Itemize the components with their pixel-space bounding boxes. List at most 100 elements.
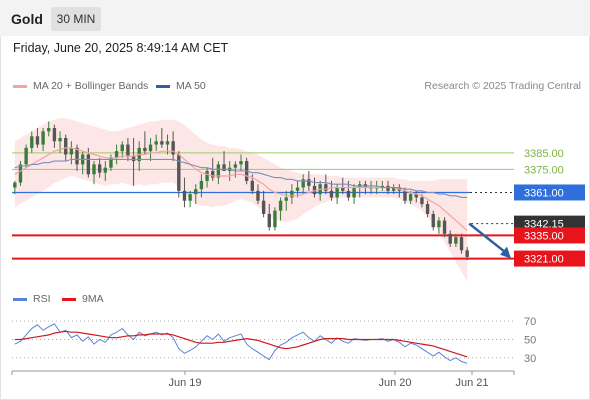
candle-body xyxy=(177,154,181,191)
candle-body xyxy=(216,164,221,178)
candle xyxy=(256,184,260,205)
projection-arrow-head xyxy=(500,246,511,259)
candle xyxy=(454,233,458,247)
candle-body xyxy=(194,189,198,195)
ma20-legend-label: MA 20 + Bollinger Bands xyxy=(33,80,149,92)
candle-body xyxy=(380,185,385,188)
candle xyxy=(290,184,294,205)
ma20-swatch xyxy=(13,84,27,88)
candle-body xyxy=(41,131,45,145)
candle xyxy=(273,207,277,231)
candle xyxy=(154,134,158,152)
candle-body xyxy=(239,161,243,165)
candle-body xyxy=(437,220,441,228)
candle-body xyxy=(30,136,34,148)
candle-body xyxy=(97,164,102,173)
candle-body xyxy=(47,128,51,132)
candle-body xyxy=(295,187,300,191)
candle-body xyxy=(86,154,91,175)
candle xyxy=(459,233,464,254)
candle xyxy=(261,190,266,218)
candle xyxy=(171,131,175,162)
candle-body xyxy=(403,190,407,201)
candle-body xyxy=(250,180,255,191)
candle-body xyxy=(199,180,204,190)
legend-ma50: MA 50 xyxy=(156,80,206,92)
candle xyxy=(177,151,181,198)
candle-body xyxy=(13,182,17,188)
candle-body xyxy=(52,128,57,142)
candle-body xyxy=(267,213,271,228)
timeframe-button[interactable]: 30 MIN xyxy=(51,7,101,31)
candle-body xyxy=(324,184,328,191)
candle-body xyxy=(131,156,136,162)
candle xyxy=(47,121,51,137)
candle-body xyxy=(346,190,351,198)
candle xyxy=(216,161,221,185)
datetime-label: Friday, June 20, 2025 8:49:14 AM CET xyxy=(13,41,229,55)
candle-body xyxy=(148,144,153,152)
candle-body xyxy=(92,164,96,175)
candle xyxy=(341,177,345,195)
rsi-line xyxy=(14,323,468,364)
symbol-title: Gold xyxy=(11,11,43,27)
pivot-label: 3361.00 xyxy=(524,187,564,199)
candle xyxy=(448,230,452,247)
rsi-ma9-line xyxy=(14,330,468,358)
candle-body xyxy=(391,187,396,191)
candle xyxy=(267,204,271,231)
candle xyxy=(13,180,17,195)
candle-body xyxy=(312,185,317,195)
support-2-label-box xyxy=(514,250,585,267)
candle-body xyxy=(301,179,305,188)
candle-body xyxy=(341,187,345,191)
candle-body xyxy=(454,237,458,244)
candle-body xyxy=(290,190,294,198)
candle-body xyxy=(329,190,334,198)
candle-body xyxy=(273,210,277,228)
candle-body xyxy=(64,137,68,155)
candle-body xyxy=(465,250,469,257)
candle-body xyxy=(386,185,390,191)
candle-body xyxy=(171,141,175,155)
candle-body xyxy=(335,187,339,198)
candle xyxy=(131,137,136,186)
candle xyxy=(465,247,469,261)
candle-body xyxy=(256,190,260,201)
candle xyxy=(114,144,119,165)
candle xyxy=(160,128,164,148)
candle-body xyxy=(114,151,119,158)
candle-body xyxy=(284,197,288,201)
legend-ma9: 9MA xyxy=(62,293,104,305)
candle-body xyxy=(103,167,107,173)
candle-body xyxy=(24,147,28,165)
candle xyxy=(35,128,40,148)
x-tick-label: Jun 20 xyxy=(378,377,411,389)
candle-body xyxy=(126,144,130,157)
candle xyxy=(301,174,305,195)
candle xyxy=(30,131,34,153)
candle xyxy=(239,154,243,171)
candle-body xyxy=(352,187,356,198)
pivot-label-box xyxy=(514,184,585,201)
candle xyxy=(97,157,102,178)
rsi-tick-label: 50 xyxy=(524,335,536,347)
ma50-legend-label: MA 50 xyxy=(176,80,206,92)
ma50-line xyxy=(14,158,468,198)
candle xyxy=(24,144,28,168)
candle xyxy=(199,174,204,198)
candle xyxy=(222,151,226,171)
candle xyxy=(52,124,57,148)
candle xyxy=(188,190,192,208)
candle-body xyxy=(160,141,164,145)
candle xyxy=(41,128,45,152)
support-1-label: 3335.00 xyxy=(524,230,564,242)
candle xyxy=(414,190,418,203)
candle xyxy=(284,190,288,211)
candle-body xyxy=(425,204,430,214)
candle-body xyxy=(58,137,62,142)
candle-body xyxy=(420,197,424,205)
candle xyxy=(431,210,435,231)
research-credit: Research © 2025 Trading Central xyxy=(424,80,581,92)
